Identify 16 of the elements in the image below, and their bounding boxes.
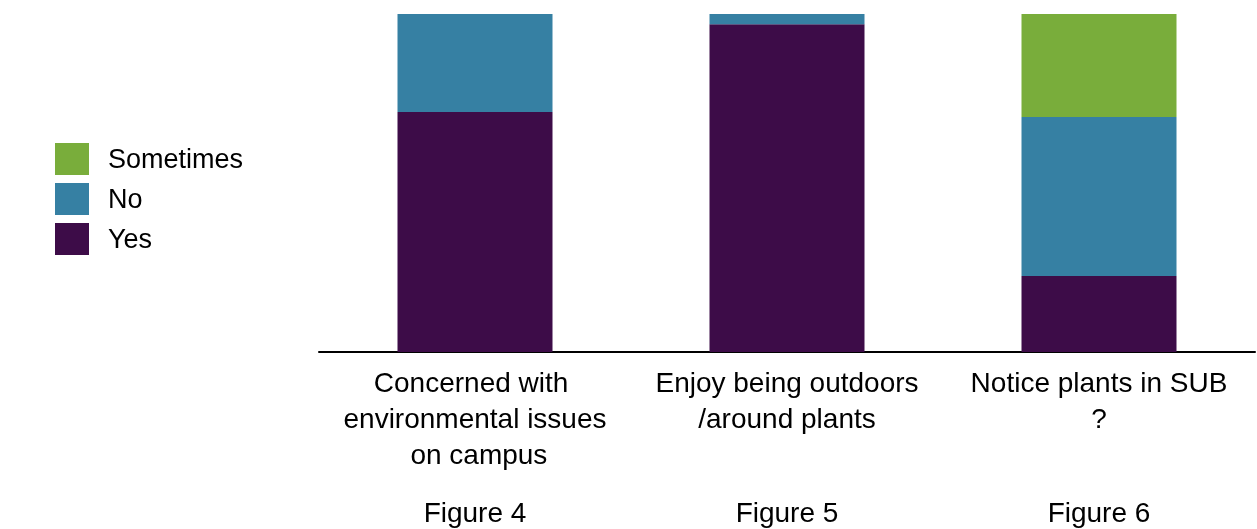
bar — [709, 14, 865, 25]
legend-label: Yes — [108, 224, 153, 254]
bar — [397, 14, 553, 113]
caption: Figure 5 — [735, 496, 839, 528]
caption: Figure 4 — [423, 496, 527, 528]
legend-label: Sometimes — [108, 144, 244, 174]
bar — [1021, 14, 1177, 118]
bar — [709, 24, 865, 352]
legend-label: No — [108, 184, 143, 214]
x-tick-label: Concerned with environmental issues on campus — [343, 366, 607, 470]
bar — [1021, 117, 1177, 276]
x-tick-label: Notice plants in SUB? — [970, 366, 1228, 434]
bar — [397, 112, 553, 352]
bar — [1021, 275, 1177, 352]
caption: Figure 6 — [1047, 496, 1151, 528]
x-tick-label: Enjoy being outdoors/around plants — [655, 366, 919, 434]
